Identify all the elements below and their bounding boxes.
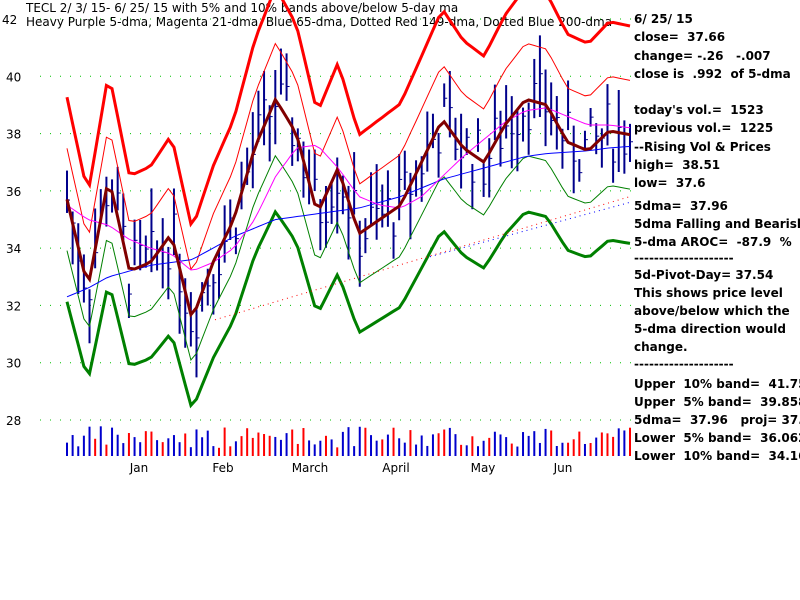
separator-1: -------------------- [634, 251, 734, 265]
dma5-proj-label: 5dma= 37.96 proj= 37.827 [634, 413, 800, 427]
dma-note: 5dma Falling and Bearish [634, 217, 800, 231]
y-tick-label: 36 [6, 185, 21, 199]
close-label: close= 37.66 [634, 30, 726, 44]
today-vol-label: today's vol.= 1523 [634, 103, 764, 117]
upper-10pct-band [65, 0, 631, 228]
vol-note: --Rising Vol & Prices [634, 140, 771, 154]
y-tick-top-label: 42 [2, 13, 17, 27]
y-tick-label: 40 [6, 70, 21, 84]
lower10-label: Lower 10% band= 34.164 [634, 449, 800, 463]
close-ratio-label: close is .992 of 5-dma [634, 67, 791, 81]
upper-5pct-band [66, 42, 631, 271]
month-label: Jan [129, 461, 149, 475]
pivot-note-3: 5-dma direction would [634, 322, 786, 336]
month-label: Feb [212, 461, 233, 475]
dma65-line [66, 146, 631, 298]
y-tick-label: 30 [6, 357, 21, 371]
y-tick-label: 34 [6, 242, 21, 256]
upper10-label: Upper 10% band= 41.756 [634, 377, 800, 391]
aroc-label: 5-dma AROC= -87.9 % [634, 235, 792, 249]
dma149-line [214, 196, 631, 321]
dma21-line [66, 107, 631, 271]
y-tick-label: 28 [6, 414, 21, 428]
month-label: April [382, 461, 409, 475]
month-label: March [292, 461, 329, 475]
pivot-note-1: This shows price level [634, 286, 783, 300]
dma5-label: 5dma= 37.96 [634, 199, 728, 213]
date-label: 6/ 25/ 15 [634, 12, 693, 26]
chart-subtitle: Heavy Purple 5-dma, Magenta 21-dma, Blue… [26, 15, 612, 29]
y-tick-label: 38 [6, 128, 21, 142]
pivot-label: 5d-Pivot-Day= 37.54 [634, 268, 774, 282]
separator-2: -------------------- [634, 357, 734, 371]
lower-10pct-band [65, 208, 631, 409]
lower-5pct-band [66, 154, 631, 362]
high-label: high= 38.51 [634, 158, 721, 172]
pivot-note-4: change. [634, 340, 688, 354]
y-tick-label: 32 [6, 299, 21, 313]
month-label: Jun [553, 461, 573, 475]
pivot-note-2: above/below which the [634, 304, 790, 318]
change-label: change= -.26 -.007 [634, 49, 771, 63]
dma5-line [65, 96, 631, 318]
chart-title: TECL 2/ 3/ 15- 6/ 25/ 15 with 5% and 10%… [25, 1, 458, 15]
month-label: May [471, 461, 496, 475]
upper5-label: Upper 5% band= 39.858 [634, 395, 800, 409]
prev-vol-label: previous vol.= 1225 [634, 121, 774, 135]
lower5-label: Lower 5% band= 36.062 [634, 431, 800, 445]
low-label: low= 37.6 [634, 176, 706, 190]
